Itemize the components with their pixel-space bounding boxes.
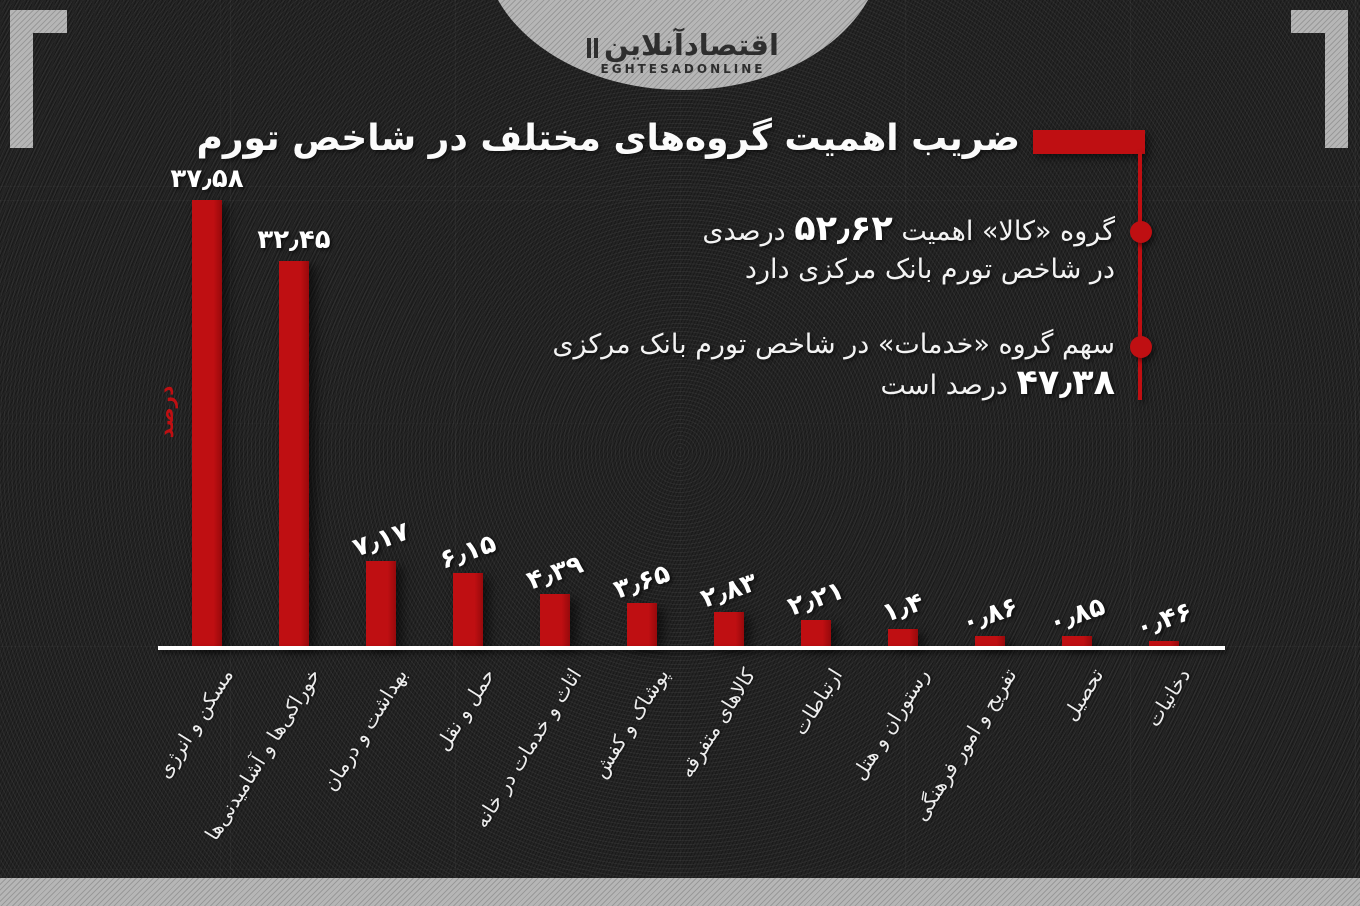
y-axis-label: درصد [154,385,178,439]
logo-latin-text: EGHTESADONLINE [600,62,766,76]
corner-bracket-left-vertical [10,10,33,148]
footer-strip [0,878,1360,906]
bar [801,620,831,646]
bar [627,603,657,646]
bar-value-label: ۳۲٫۴۵ [257,225,331,255]
bar [1062,636,1092,646]
annotation-services-line2: ۴۷٫۳۸ درصد است [552,363,1116,405]
logo: اقتصادآنلاین [587,31,779,60]
annotation-goods-line1: گروه «کالا» اهمیت ۵۲٫۶۲ درصدی [702,210,1115,251]
logo-bars-icon [587,38,599,60]
corner-bracket-right-vertical [1325,10,1348,148]
page-title: ضریب اهمیت گروه‌های مختلف در شاخص تورم [196,118,1020,159]
annotation-goods-share: گروه «کالا» اهمیت ۵۲٫۶۲ درصدی در شاخص تو… [702,210,1115,289]
bar [453,573,483,646]
annotation-text: درصد است [880,370,1017,401]
annotation-number: ۵۲٫۶۲ [794,209,893,249]
title-marker-block [1033,130,1145,154]
annotation-services-line1: سهم گروه «خدمات» در شاخص تورم بانک مرکزی [552,329,1115,360]
bar [1149,641,1179,646]
bar [279,261,309,646]
annotation-text: درصدی [702,216,795,247]
bar [540,594,570,646]
bar [975,636,1005,646]
annotation-number: ۴۷٫۳۸ [1016,363,1115,403]
bullet-dot-icon [1130,336,1152,358]
annotation-services-share: سهم گروه «خدمات» در شاخص تورم بانک مرکزی… [552,326,1115,405]
corner-bracket-right-icon [1291,10,1348,148]
corner-bracket-left-icon [10,10,67,148]
bar [366,561,396,646]
bar [888,629,918,646]
bar-value-label: ۳۷٫۵۸ [170,164,244,194]
corner-bracket-left-horizontal [10,10,67,33]
annotation-text: گروه «کالا» اهمیت [892,216,1115,247]
logo-persian-text: اقتصادآنلاین [604,28,779,62]
callout-vertical-line [1138,152,1142,400]
x-axis-line [158,646,1225,650]
bar [714,612,744,646]
bar [192,200,222,646]
bullet-dot-icon [1130,221,1152,243]
corner-bracket-right-horizontal [1291,10,1348,33]
annotation-goods-line2: در شاخص تورم بانک مرکزی دارد [744,254,1115,285]
